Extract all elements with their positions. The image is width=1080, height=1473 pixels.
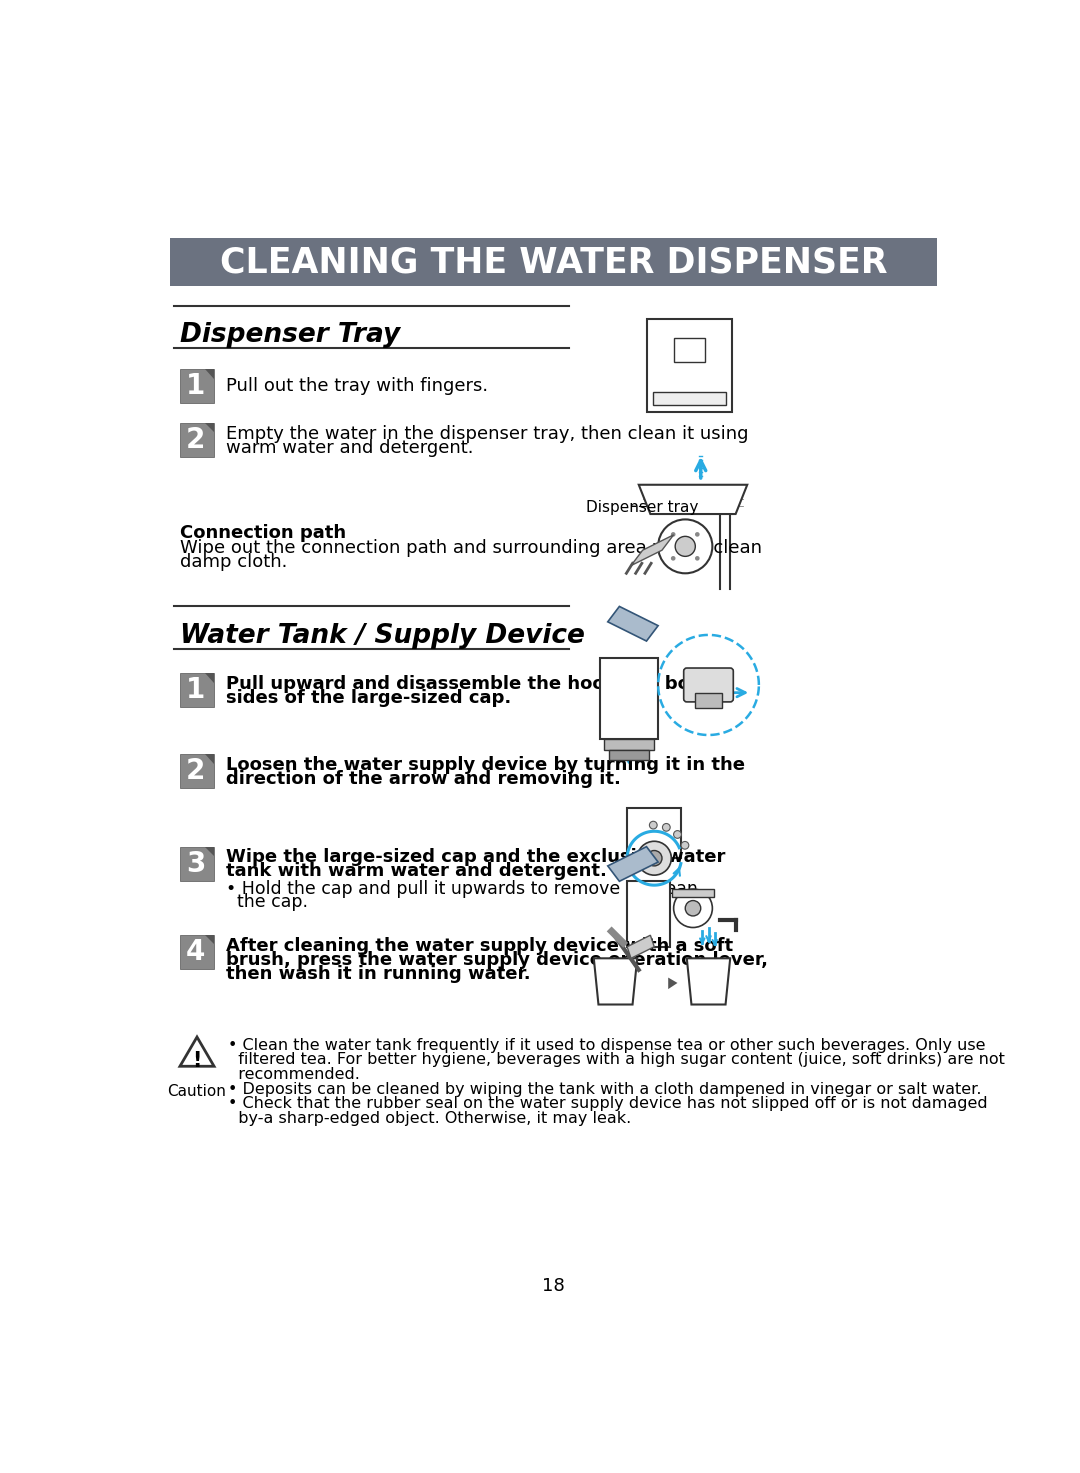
Polygon shape: [687, 959, 730, 1005]
Text: recommended.: recommended.: [228, 1066, 360, 1083]
Text: then wash it in running water.: then wash it in running water.: [227, 965, 531, 982]
Circle shape: [649, 822, 657, 829]
FancyBboxPatch shape: [180, 754, 214, 788]
Circle shape: [696, 555, 700, 561]
Circle shape: [674, 831, 681, 838]
Circle shape: [685, 900, 701, 916]
FancyBboxPatch shape: [180, 673, 214, 707]
Circle shape: [658, 520, 713, 573]
FancyBboxPatch shape: [694, 692, 723, 709]
Polygon shape: [594, 959, 637, 1005]
Polygon shape: [205, 754, 214, 763]
Text: Connection path: Connection path: [180, 523, 346, 542]
Polygon shape: [638, 485, 747, 514]
Text: Dispenser tray: Dispenser tray: [586, 501, 699, 516]
FancyBboxPatch shape: [180, 423, 214, 457]
Text: 4: 4: [186, 938, 205, 966]
Polygon shape: [205, 935, 214, 944]
Text: 2: 2: [186, 757, 205, 785]
Text: After cleaning the water supply device with a soft: After cleaning the water supply device w…: [227, 937, 733, 955]
Text: • Clean the water tank frequently if it used to dispense tea or other such bever: • Clean the water tank frequently if it …: [228, 1038, 986, 1053]
Text: • Deposits can be cleaned by wiping the tank with a cloth dampened in vinegar or: • Deposits can be cleaned by wiping the …: [228, 1081, 982, 1097]
Text: Dispenser Tray: Dispenser Tray: [180, 323, 401, 349]
FancyBboxPatch shape: [609, 750, 649, 760]
FancyBboxPatch shape: [627, 809, 681, 859]
Text: !: !: [192, 1050, 202, 1071]
Text: 1: 1: [186, 373, 205, 401]
Text: 3: 3: [186, 850, 205, 878]
Text: CLEANING THE WATER DISPENSER: CLEANING THE WATER DISPENSER: [219, 245, 888, 280]
Text: brush, press the water supply device operation lever,: brush, press the water supply device ope…: [227, 952, 769, 969]
Polygon shape: [627, 935, 654, 959]
Text: warm water and detergent.: warm water and detergent.: [227, 439, 474, 457]
FancyBboxPatch shape: [672, 890, 714, 897]
Text: the cap.: the cap.: [227, 893, 309, 912]
Text: Loosen the water supply device by turning it in the: Loosen the water supply device by turnin…: [227, 756, 745, 773]
Circle shape: [671, 532, 675, 536]
Text: tank with warm water and detergent.: tank with warm water and detergent.: [227, 862, 607, 881]
FancyBboxPatch shape: [647, 320, 732, 411]
Text: damp cloth.: damp cloth.: [180, 552, 287, 570]
Circle shape: [696, 532, 700, 536]
Circle shape: [674, 890, 713, 928]
Text: Wipe out the connection path and surrounding area with a clean: Wipe out the connection path and surroun…: [180, 539, 762, 557]
Text: Pull upward and disassemble the hooks on both: Pull upward and disassemble the hooks on…: [227, 675, 712, 694]
Text: 18: 18: [542, 1277, 565, 1295]
FancyBboxPatch shape: [674, 339, 704, 361]
Polygon shape: [205, 370, 214, 379]
Polygon shape: [205, 847, 214, 856]
Text: Caution: Caution: [167, 1084, 227, 1099]
Polygon shape: [180, 1037, 214, 1066]
Polygon shape: [608, 607, 658, 641]
Text: 1: 1: [186, 676, 205, 704]
FancyBboxPatch shape: [180, 847, 214, 881]
Text: • Check that the rubber seal on the water supply device has not slipped off or i: • Check that the rubber seal on the wate…: [228, 1096, 987, 1111]
Text: by-a sharp-edged object. Otherwise, it may leak.: by-a sharp-edged object. Otherwise, it m…: [228, 1111, 631, 1125]
Circle shape: [637, 841, 672, 875]
Polygon shape: [205, 673, 214, 682]
FancyBboxPatch shape: [600, 658, 658, 739]
Text: direction of the arrow and removing it.: direction of the arrow and removing it.: [227, 770, 621, 788]
Circle shape: [675, 536, 696, 557]
FancyBboxPatch shape: [180, 370, 214, 404]
Polygon shape: [608, 847, 658, 881]
FancyBboxPatch shape: [627, 881, 670, 947]
Text: Water Tank / Supply Device: Water Tank / Supply Device: [180, 623, 585, 648]
Polygon shape: [205, 423, 214, 433]
Text: 2: 2: [186, 426, 205, 454]
Text: Pull out the tray with fingers.: Pull out the tray with fingers.: [227, 377, 488, 395]
FancyBboxPatch shape: [652, 392, 726, 405]
Text: • Hold the cap and pull it upwards to remove it. Clean: • Hold the cap and pull it upwards to re…: [227, 879, 699, 899]
Text: filtered tea. For better hygiene, beverages with a high sugar content (juice, so: filtered tea. For better hygiene, bevera…: [228, 1052, 1004, 1068]
FancyBboxPatch shape: [170, 239, 937, 286]
Circle shape: [647, 850, 662, 866]
Text: Empty the water in the dispenser tray, then clean it using: Empty the water in the dispenser tray, t…: [227, 424, 748, 443]
Text: sides of the large-sized cap.: sides of the large-sized cap.: [227, 689, 512, 707]
FancyBboxPatch shape: [604, 739, 654, 750]
Circle shape: [671, 555, 675, 561]
Text: Wipe the large-sized cap and the exclusive water: Wipe the large-sized cap and the exclusi…: [227, 848, 726, 866]
Polygon shape: [631, 535, 674, 566]
Circle shape: [662, 823, 671, 831]
FancyBboxPatch shape: [180, 935, 214, 969]
Polygon shape: [669, 978, 677, 988]
Circle shape: [681, 841, 689, 848]
FancyBboxPatch shape: [684, 669, 733, 703]
